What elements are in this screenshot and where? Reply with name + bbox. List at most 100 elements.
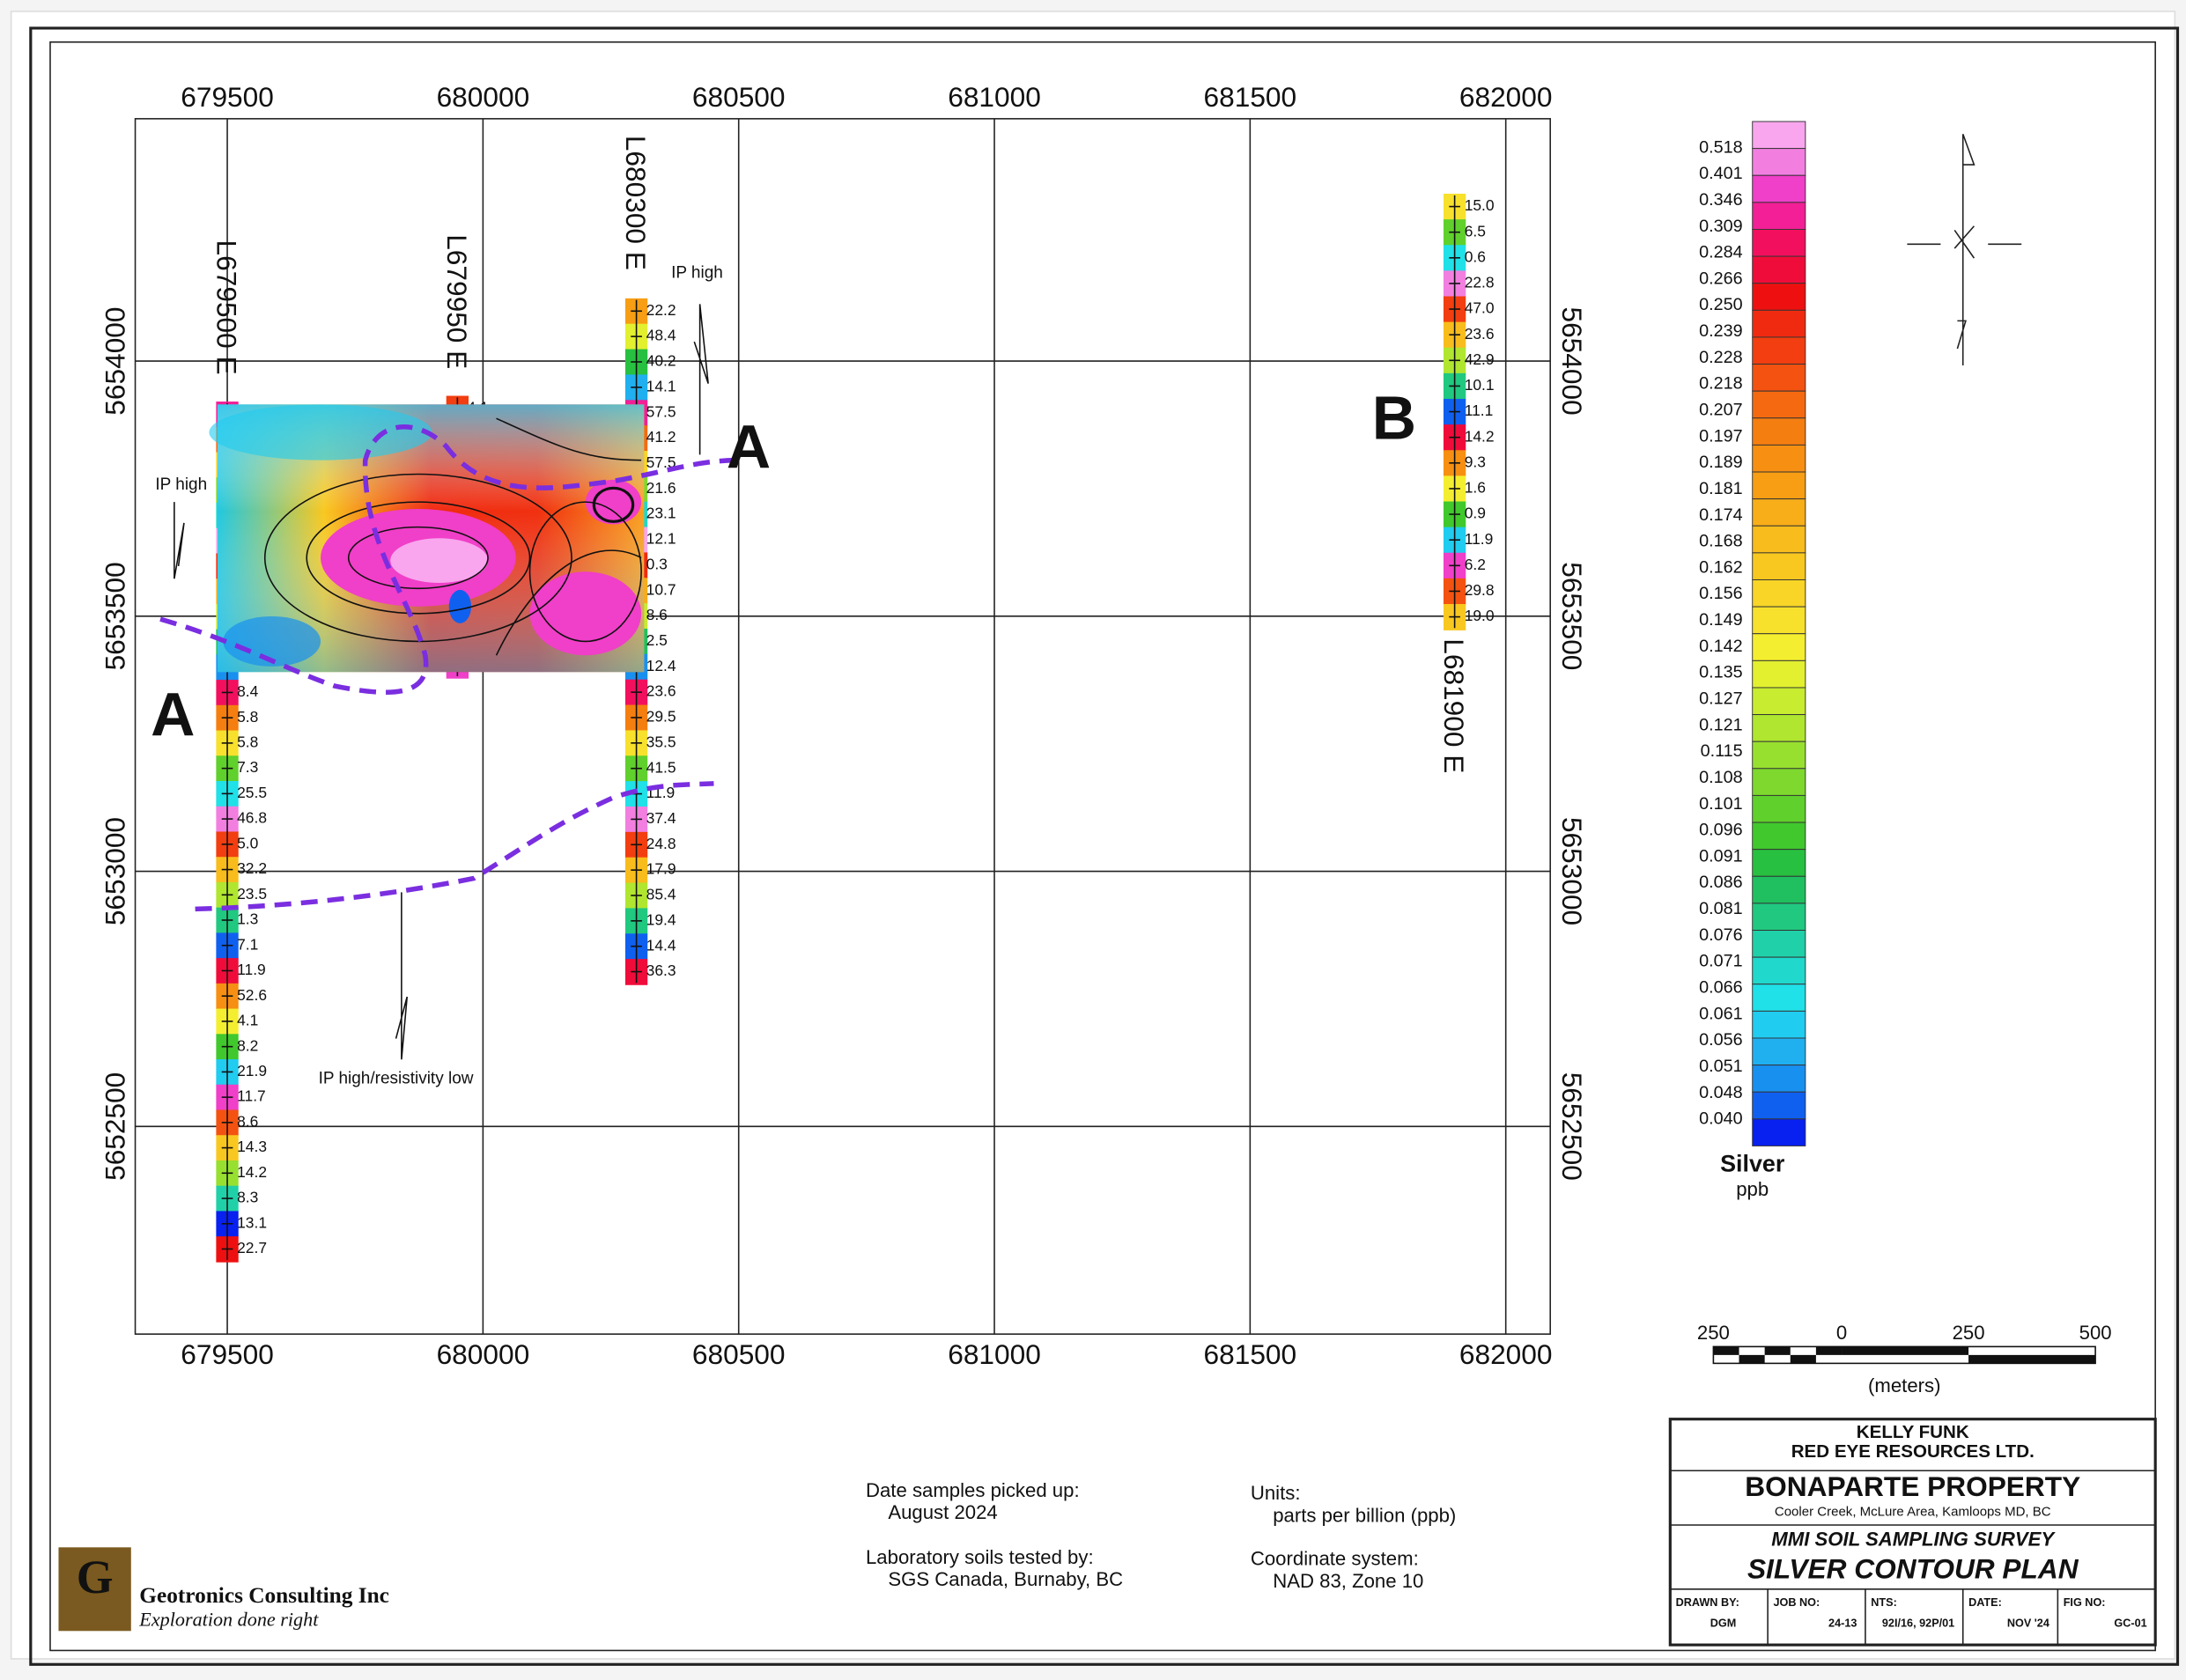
legend-label: 0.207 xyxy=(1699,400,1742,419)
scale-check xyxy=(1790,1354,1816,1364)
y-tick-label: 5653500 xyxy=(99,562,130,670)
title-dividers xyxy=(1670,1470,2156,1646)
scale-label: 250 xyxy=(1697,1322,1730,1344)
legend-swatch xyxy=(1752,822,1806,851)
note-label: Date samples picked up: xyxy=(866,1479,1080,1501)
sample-value: 8.6 xyxy=(237,1112,258,1130)
legend-swatch xyxy=(1752,1118,1806,1146)
sample-value: 42.9 xyxy=(1465,350,1495,368)
field-value: DGM xyxy=(1710,1617,1737,1630)
x-tick-label: 679500 xyxy=(181,81,274,113)
legend-swatch xyxy=(1752,1037,1806,1066)
legend-swatch xyxy=(1752,875,1806,904)
arrow xyxy=(693,304,709,455)
sample-value: 6.2 xyxy=(1465,556,1486,573)
section-label: A xyxy=(151,680,195,748)
sample-value: 11.9 xyxy=(1465,530,1494,548)
sample-value: 36.3 xyxy=(646,962,676,979)
legend-swatch xyxy=(1752,714,1806,742)
x-tick-label: 680500 xyxy=(692,81,786,113)
legend-label: 0.401 xyxy=(1699,164,1742,183)
legend-title: Silver xyxy=(1720,1151,1785,1177)
sample-value: 1.6 xyxy=(1465,479,1486,497)
sample-value: 19.0 xyxy=(1465,607,1495,624)
sample-value: 8.3 xyxy=(237,1189,258,1206)
logo-tagline: Exploration done right xyxy=(138,1608,319,1630)
sample-value: 2.5 xyxy=(646,631,668,649)
legend-swatch xyxy=(1752,525,1806,554)
legend-label: 0.076 xyxy=(1699,925,1742,945)
map-frame xyxy=(134,118,1551,1335)
scale-label: 250 xyxy=(1953,1322,1985,1344)
line-label: L680300 E xyxy=(620,136,652,270)
scale-check xyxy=(1815,1346,1843,1355)
sample-value: 22.8 xyxy=(1465,274,1495,291)
sample-value: 11.1 xyxy=(1465,402,1494,419)
legend-label: 0.156 xyxy=(1699,584,1742,603)
legend-label: 0.048 xyxy=(1699,1083,1742,1102)
x-tick-label: 681500 xyxy=(1204,1338,1297,1370)
sample-value: 57.5 xyxy=(646,453,676,471)
legend-swatch xyxy=(1752,930,1806,958)
legend-label: 0.228 xyxy=(1699,348,1742,367)
legend-label: 0.181 xyxy=(1699,479,1742,498)
x-tick-label: 681000 xyxy=(948,1338,1041,1370)
legend-swatch xyxy=(1752,417,1806,446)
scale-check xyxy=(1713,1346,1739,1355)
field-value: GC-01 xyxy=(2114,1617,2146,1630)
ip-trend-a xyxy=(159,424,739,695)
legend-label: 0.346 xyxy=(1699,190,1742,210)
annotation: IP high xyxy=(155,475,207,494)
sample-value: 0.9 xyxy=(1465,505,1486,522)
y-tick-label: 5652500 xyxy=(99,1072,130,1181)
legend-swatch xyxy=(1752,1091,1806,1120)
x-tick-label: 682000 xyxy=(1459,1338,1553,1370)
sample-value: 21.9 xyxy=(237,1062,267,1079)
sample-value: 6.5 xyxy=(1465,222,1486,239)
field-label: DATE: xyxy=(1968,1596,2002,1609)
legend-swatch xyxy=(1752,471,1806,500)
annotation-arrows xyxy=(174,304,709,1060)
sample-value: 23.6 xyxy=(646,682,676,700)
north-needle xyxy=(1956,133,1976,366)
x-tick-label: 681500 xyxy=(1204,81,1297,113)
sample-value: 17.9 xyxy=(646,860,676,878)
note-value: SGS Canada, Burnaby, BC xyxy=(888,1568,1123,1590)
contour-low xyxy=(223,615,321,667)
legend-swatch xyxy=(1752,364,1806,392)
legend-label: 0.108 xyxy=(1699,768,1742,787)
legend-label: 0.091 xyxy=(1699,846,1742,866)
legend-swatch xyxy=(1752,794,1806,823)
field-value: 92I/16, 92P/01 xyxy=(1882,1617,1954,1630)
scale-check xyxy=(1764,1346,1791,1355)
legend-label: 0.162 xyxy=(1699,557,1742,577)
legend-label: 0.071 xyxy=(1699,952,1742,971)
arrow xyxy=(395,892,408,1060)
sample-value: 32.2 xyxy=(237,859,267,877)
y-tick-label: 5653000 xyxy=(99,817,130,925)
x-tick-label: 680000 xyxy=(437,1338,530,1370)
y-tick-label: 5653500 xyxy=(1556,562,1588,670)
sample-value: 0.3 xyxy=(646,555,668,572)
legend-swatch xyxy=(1752,444,1806,473)
legend-swatch xyxy=(1752,984,1806,1012)
legend-label: 0.250 xyxy=(1699,295,1742,314)
legend-label: 0.135 xyxy=(1699,663,1742,682)
sample-value: 29.8 xyxy=(1465,581,1495,599)
field-label: DRAWN BY: xyxy=(1676,1596,1739,1609)
sample-value: 21.6 xyxy=(646,479,676,497)
legend-label: 0.096 xyxy=(1699,821,1742,840)
sample-value: 5.8 xyxy=(237,708,258,726)
contour-line xyxy=(347,526,489,590)
legend-label: 0.056 xyxy=(1699,1030,1742,1050)
legend-swatch xyxy=(1752,121,1806,150)
sample-value: 12.1 xyxy=(646,530,676,548)
x-tick-label: 680500 xyxy=(692,1338,786,1370)
section-label: B xyxy=(1372,383,1416,452)
legend: 0.518 0.401 0.346 0.309 0.284 0.266 0.250 0.239… xyxy=(1699,121,1806,1146)
inner-border xyxy=(49,41,2156,1652)
x-tick-label: 679500 xyxy=(181,1338,274,1370)
note-value: August 2024 xyxy=(888,1501,997,1523)
sample-value: 7.1 xyxy=(237,935,258,953)
title-fields: DRAWN BY: DGM JOB NO: 24-13 NTS: 92I/16, 92P/… xyxy=(1676,1596,2147,1630)
